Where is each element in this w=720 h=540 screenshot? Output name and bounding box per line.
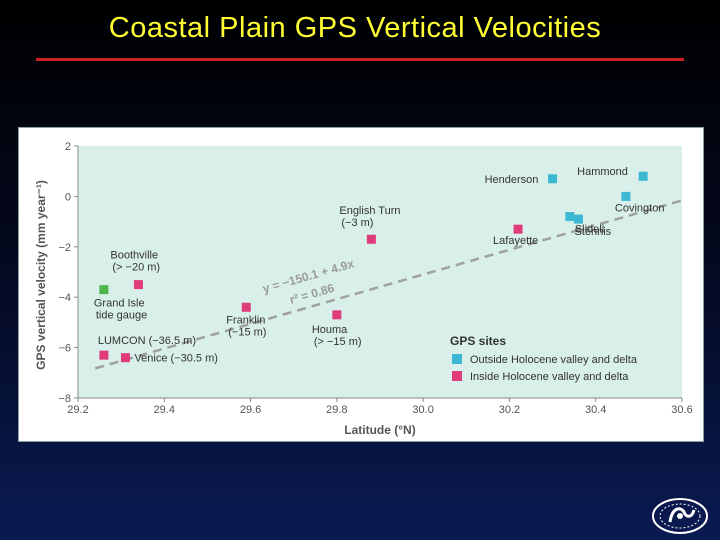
x-axis-label: Latitude (°N) bbox=[344, 423, 415, 437]
point-label: Stennis bbox=[574, 226, 611, 238]
y-tick-label: −6 bbox=[58, 343, 71, 355]
data-point bbox=[513, 224, 523, 234]
legend-label: Outside Holocene valley and delta bbox=[470, 354, 638, 366]
y-tick-label: −4 bbox=[58, 292, 71, 304]
point-label: Franklin bbox=[226, 314, 265, 326]
figure-frame: 29.2 29.4 29.6 29.8 30.0 30.2 30.4 30.6 2 0 −2 −4 −6… bbox=[18, 127, 704, 442]
point-label: Hammond bbox=[577, 166, 628, 178]
point-label: English Turn bbox=[339, 205, 400, 217]
data-point bbox=[241, 302, 251, 312]
legend-title: GPS sites bbox=[450, 334, 506, 348]
title-underline bbox=[36, 58, 684, 61]
data-point bbox=[548, 174, 558, 184]
point-label: Venice (−30.5 m) bbox=[134, 353, 217, 365]
point-label: Covington bbox=[615, 202, 665, 214]
x-tick-label: 30.2 bbox=[499, 404, 520, 416]
point-label: Grand Isle bbox=[94, 298, 145, 310]
point-label: (−15 m) bbox=[228, 326, 266, 338]
point-label: Houma bbox=[312, 324, 348, 336]
legend-label: Inside Holocene valley and delta bbox=[470, 371, 629, 383]
y-tick-label: 2 bbox=[65, 141, 71, 153]
legend-swatch bbox=[452, 354, 462, 364]
data-point bbox=[565, 212, 575, 222]
point-label: tide gauge bbox=[96, 310, 147, 322]
y-tick-label: −2 bbox=[58, 242, 71, 254]
data-point bbox=[638, 171, 648, 181]
y-tick-label: 0 bbox=[65, 191, 71, 203]
x-tick-label: 29.6 bbox=[240, 404, 261, 416]
data-point bbox=[332, 310, 342, 320]
data-point bbox=[133, 280, 143, 290]
scatter-chart: 29.2 29.4 29.6 29.8 30.0 30.2 30.4 30.6 2 0 −2 −4 −6… bbox=[34, 141, 693, 437]
point-label: Boothville bbox=[110, 250, 158, 262]
point-label: (> −15 m) bbox=[314, 336, 362, 348]
x-tick-label: 30.6 bbox=[671, 404, 692, 416]
x-tick-label: 29.4 bbox=[154, 404, 175, 416]
x-tick-label: 29.2 bbox=[67, 404, 88, 416]
x-tick-label: 29.8 bbox=[326, 404, 347, 416]
point-label: (−3 m) bbox=[341, 217, 373, 229]
x-tick-label: 30.0 bbox=[412, 404, 433, 416]
data-point bbox=[120, 353, 130, 363]
point-label: Henderson bbox=[485, 174, 539, 186]
y-tick-label: −8 bbox=[58, 393, 71, 405]
y-axis-label: GPS vertical velocity (mm year⁻¹) bbox=[34, 180, 48, 370]
data-point bbox=[573, 214, 583, 224]
point-label: (> −20 m) bbox=[112, 262, 160, 274]
institution-seal-logo bbox=[652, 498, 708, 534]
legend-swatch bbox=[452, 371, 462, 381]
point-label: LUMCON (−36.5 m) bbox=[98, 335, 196, 347]
data-point bbox=[621, 191, 631, 201]
point-label: Slidell bbox=[575, 224, 604, 236]
data-point bbox=[99, 350, 109, 360]
slide-title: Coastal Plain GPS Vertical Velocities bbox=[108, 12, 602, 44]
x-tick-label: 30.4 bbox=[585, 404, 606, 416]
trend-line bbox=[94, 199, 683, 370]
data-point bbox=[99, 285, 109, 295]
point-label: Lafayette bbox=[493, 235, 538, 247]
data-point bbox=[366, 234, 376, 244]
plot-area bbox=[78, 146, 682, 398]
